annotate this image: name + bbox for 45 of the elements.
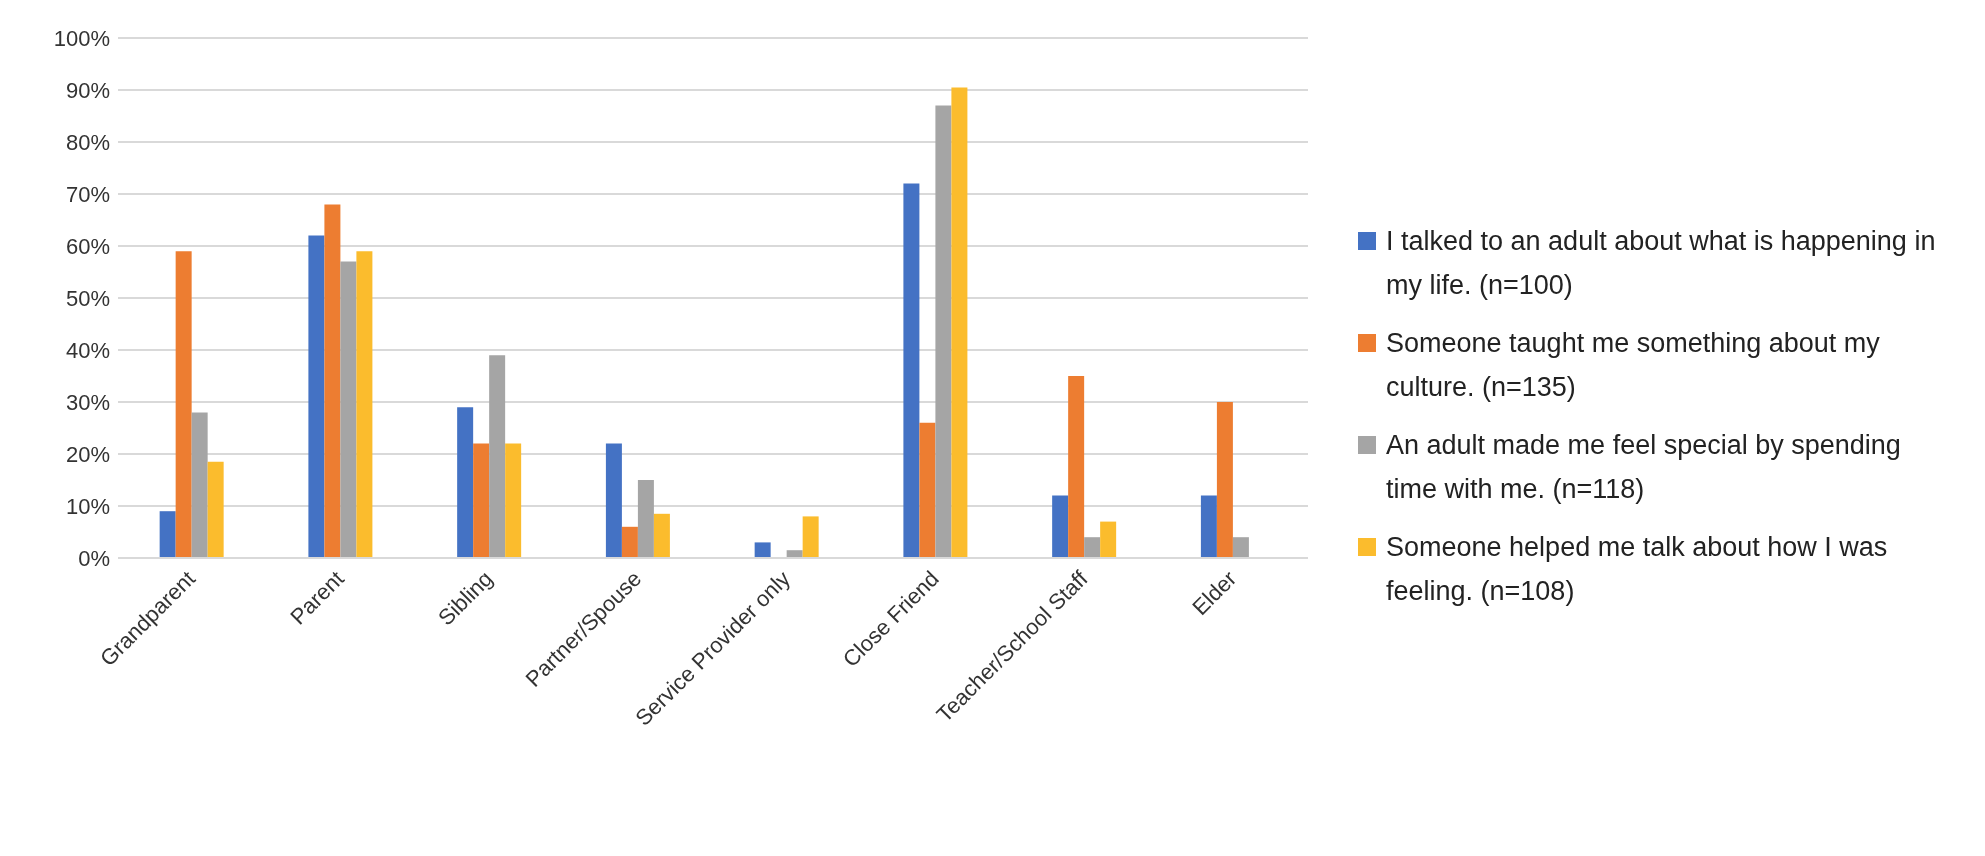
bar <box>356 251 373 558</box>
legend-label: Someone taught me something about my culture. (n=135) <box>1386 327 1881 404</box>
bar <box>621 526 638 558</box>
y-tick-label: 40% <box>65 337 110 363</box>
bar <box>919 422 936 558</box>
y-tick-label: 100% <box>53 25 110 51</box>
bar <box>935 105 952 558</box>
legend-label: Someone helped me talk about how I was feeling. (n=108) <box>1386 531 1889 608</box>
y-tick-label: 90% <box>65 77 110 103</box>
bar <box>489 355 506 558</box>
y-tick-label: 10% <box>65 493 110 519</box>
y-tick-label: 30% <box>65 389 110 415</box>
y-tick-label: 20% <box>65 441 110 467</box>
bar <box>951 87 968 558</box>
bar <box>308 235 325 558</box>
y-tick-label: 50% <box>65 285 110 311</box>
bar <box>191 412 208 558</box>
legend-label: I talked to an adult about what is happening in my life. (n=100) <box>1386 225 1937 302</box>
bar <box>1216 402 1233 558</box>
bar <box>324 204 341 558</box>
bar <box>175 251 192 558</box>
y-tick-label: 70% <box>65 181 110 207</box>
y-tick-label: 0% <box>78 545 110 571</box>
bar <box>207 461 224 558</box>
bar <box>1100 521 1117 558</box>
bar <box>653 513 670 558</box>
bar <box>340 261 357 558</box>
bar <box>1068 376 1085 558</box>
bar <box>1052 495 1069 558</box>
bar <box>786 550 803 558</box>
bar <box>473 443 490 558</box>
bar <box>637 480 654 558</box>
bar <box>903 183 920 558</box>
y-tick-label: 60% <box>65 233 110 259</box>
bar <box>457 407 474 558</box>
bar <box>605 443 622 558</box>
bar <box>1232 537 1249 558</box>
bar <box>1084 537 1101 558</box>
bar <box>802 516 819 558</box>
bar <box>159 511 176 558</box>
legend-label: An adult made me feel special by spending time with me. (n=118) <box>1386 429 1902 506</box>
y-tick-label: 80% <box>65 129 110 155</box>
bar <box>505 443 522 558</box>
bar <box>1200 495 1217 558</box>
bar <box>754 542 771 558</box>
